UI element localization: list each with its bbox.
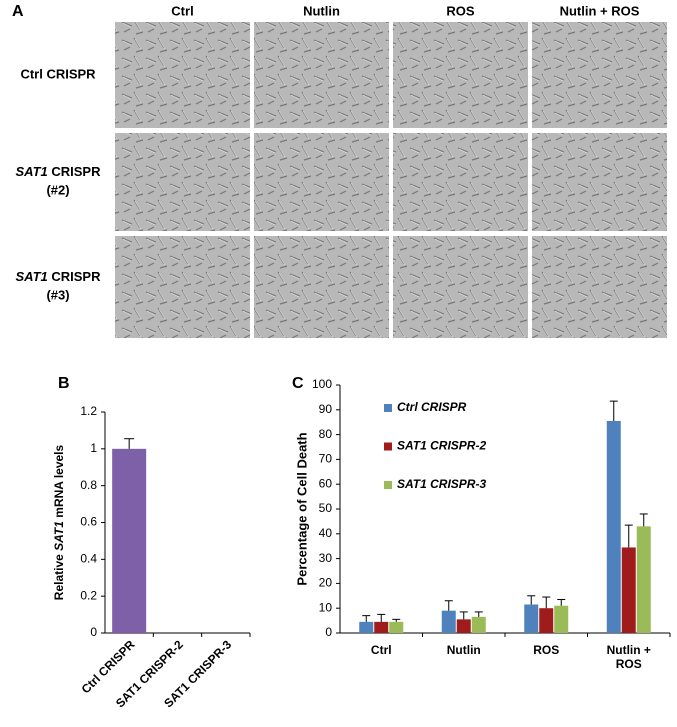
bar — [112, 448, 147, 633]
panel-label: B — [58, 375, 70, 392]
y-tick-label: 0.4 — [80, 552, 97, 566]
y-tick-label: 1.2 — [80, 404, 97, 418]
column-header: Ctrl — [171, 3, 193, 18]
micrograph — [254, 236, 389, 338]
micrograph — [393, 133, 528, 231]
legend-swatch — [384, 404, 392, 412]
micrograph — [254, 22, 389, 128]
row-label: SAT1 CRISPR — [16, 164, 102, 179]
bar — [359, 621, 374, 633]
row-label: SAT1 CRISPR — [16, 269, 102, 284]
micrograph — [532, 236, 667, 338]
y-tick-label: 50 — [319, 501, 333, 515]
bar — [374, 621, 389, 633]
bar — [636, 526, 651, 633]
micrograph — [115, 22, 250, 128]
text-part: SAT1 — [16, 164, 48, 179]
row-label: (#3) — [46, 287, 69, 302]
text-part: SAT1 — [16, 269, 48, 284]
bar — [456, 619, 471, 633]
bar — [539, 608, 554, 633]
y-tick-label: 0.8 — [80, 478, 97, 492]
y-tick-label: 90 — [319, 402, 333, 416]
x-tick-label: Ctrl — [370, 643, 392, 657]
y-tick-label: 80 — [319, 427, 333, 441]
micrograph — [532, 133, 667, 231]
text-part: mRNA levels — [52, 444, 66, 521]
panel-label: C — [292, 375, 304, 392]
x-tick-label: ROS — [533, 643, 560, 657]
y-tick-label: 0 — [325, 625, 332, 639]
bar — [621, 547, 636, 633]
text-part: CRISPR — [48, 164, 101, 179]
y-tick-label: 20 — [319, 576, 333, 590]
y-tick-label: 1 — [90, 441, 97, 455]
y-tick-label: 40 — [319, 526, 333, 540]
column-header: Nutlin + ROS — [560, 3, 640, 18]
bar — [441, 610, 456, 633]
micrograph — [115, 236, 250, 338]
micrograph — [532, 22, 667, 128]
column-header: ROS — [446, 3, 475, 18]
y-tick-label: 0.2 — [80, 588, 97, 602]
y-tick-label: 30 — [319, 551, 333, 565]
bar — [554, 605, 569, 633]
y-tick-label: 70 — [319, 452, 333, 466]
column-header: Nutlin — [303, 3, 340, 18]
y-tick-label: 10 — [319, 600, 333, 614]
legend-label: Ctrl CRISPR — [397, 400, 467, 414]
row-label: Ctrl CRISPR — [20, 66, 96, 81]
x-tick-label: Nutlin — [446, 643, 481, 657]
bar — [471, 616, 486, 633]
legend-swatch — [384, 442, 392, 451]
micrograph — [115, 133, 250, 231]
y-axis-label: Relative SAT1 mRNA levels — [52, 444, 66, 600]
micrograph — [254, 133, 389, 231]
bar — [389, 621, 404, 633]
row-label: (#2) — [46, 182, 69, 197]
y-tick-label: 60 — [319, 476, 333, 490]
text-part: SAT1 — [52, 521, 66, 551]
text-part: Relative — [52, 551, 66, 600]
bar — [606, 420, 621, 633]
micrograph — [393, 236, 528, 338]
legend-swatch — [384, 481, 392, 489]
panel-label: A — [12, 3, 24, 20]
y-tick-label: 0.6 — [80, 515, 97, 529]
x-tick-label: Nutlin + ROS — [606, 643, 651, 671]
bar — [524, 604, 539, 633]
y-tick-label: 100 — [312, 377, 332, 391]
micrograph — [393, 22, 528, 128]
y-tick-label: 0 — [90, 625, 97, 639]
text-part: CRISPR — [48, 269, 101, 284]
legend-label: SAT1 CRISPR-2 — [397, 439, 486, 453]
legend-label: SAT1 CRISPR-3 — [397, 477, 486, 491]
y-axis-label: Percentage of Cell Death — [294, 432, 309, 585]
